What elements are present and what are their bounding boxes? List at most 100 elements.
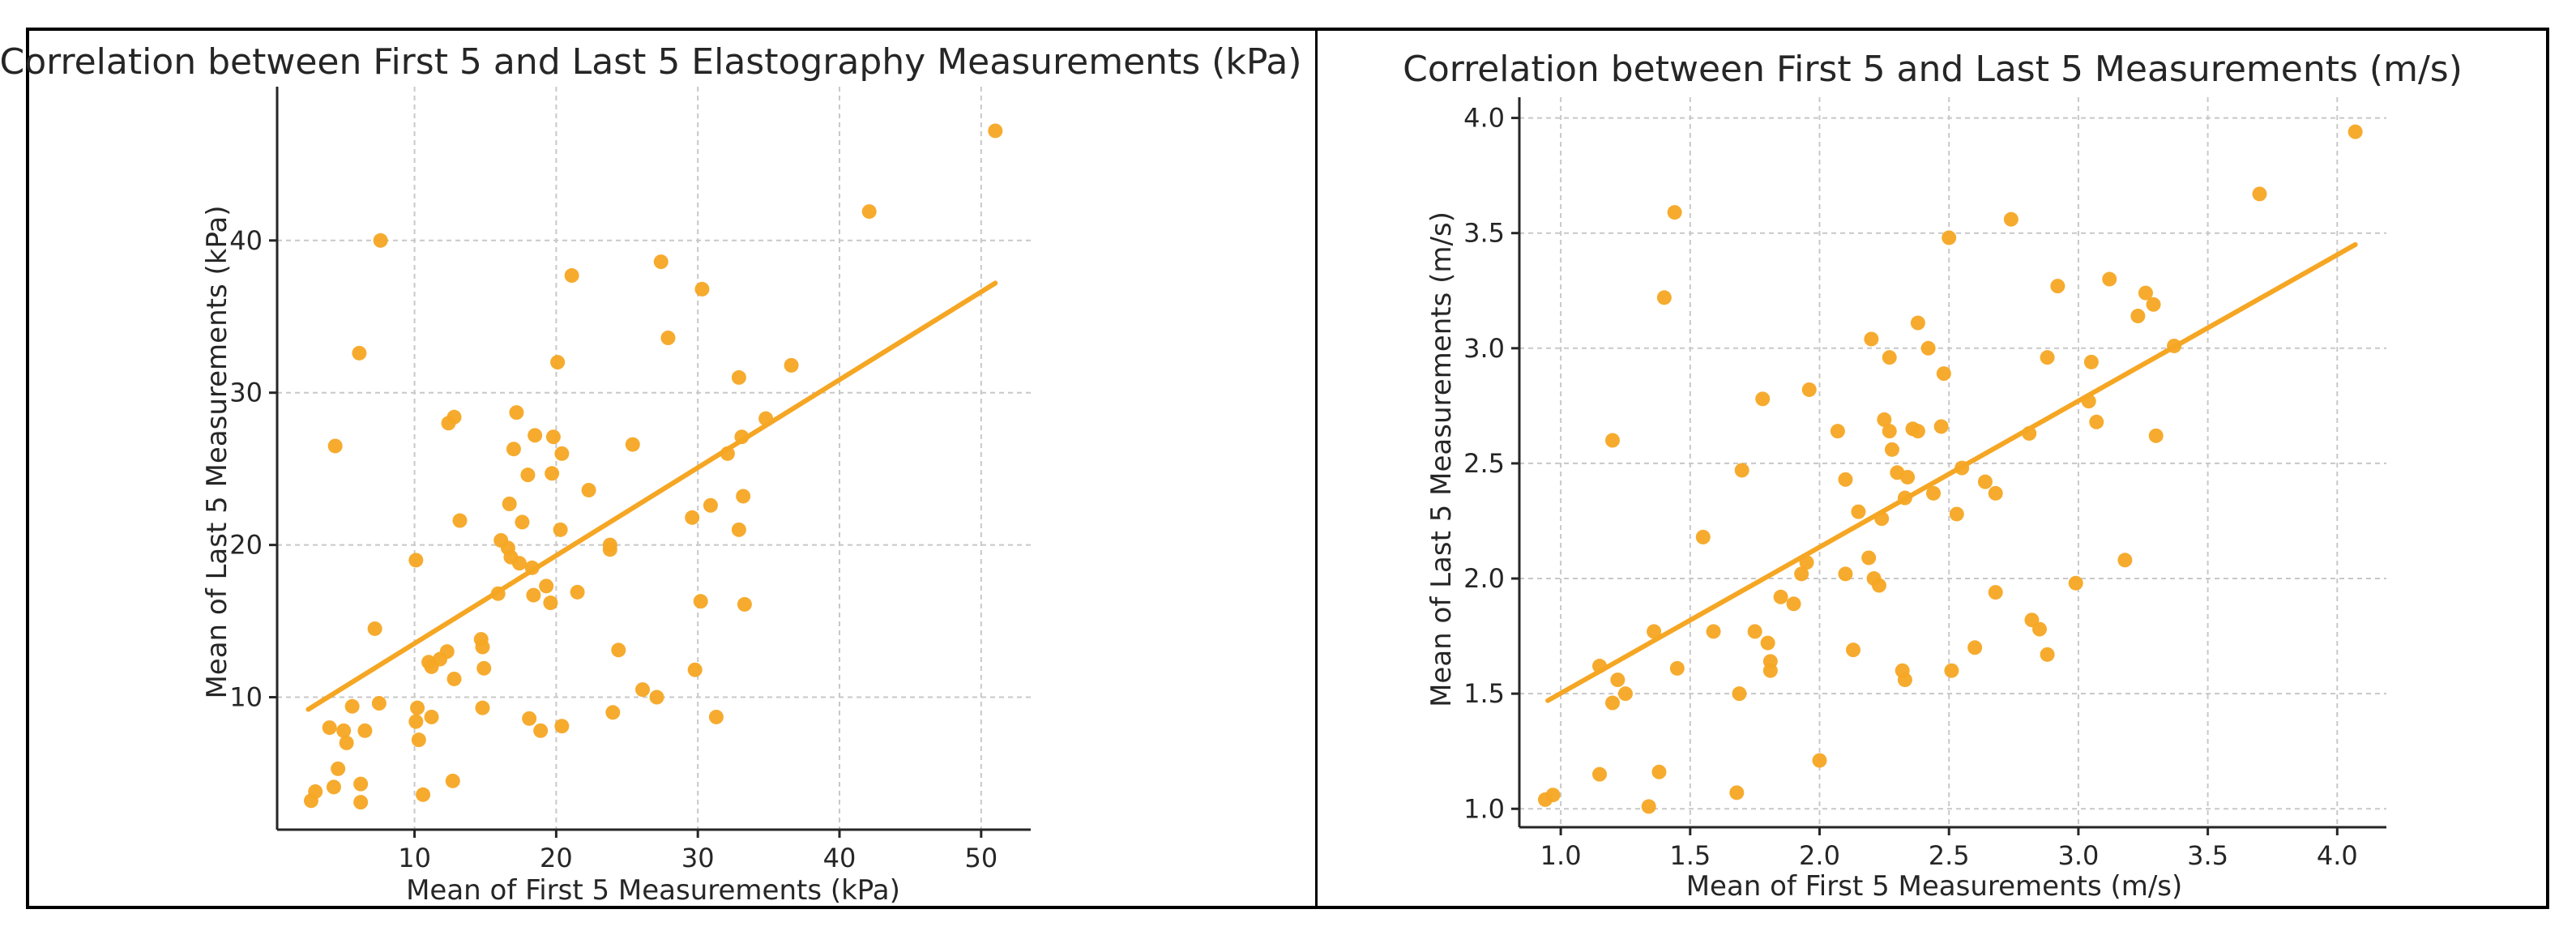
chart-left-point-79 (731, 522, 746, 537)
chart-right-point-24 (1773, 589, 1788, 604)
chart-left-axes (276, 87, 1031, 831)
chart-right-x-tick-label-4: 3.0 (2057, 840, 2099, 871)
chart-right-point-19 (1747, 624, 1762, 639)
chart-right-point-13 (1669, 660, 1685, 676)
chart-right-point-9 (1647, 624, 1662, 639)
chart-left-grid (277, 87, 1031, 830)
chart-right-point-35 (1861, 550, 1877, 566)
chart-right-y-tick-label-6: 4.0 (1463, 103, 1505, 134)
chart-left-point-83 (784, 357, 799, 373)
chart-left-point-10 (353, 795, 369, 810)
chart-left-point-20 (416, 787, 431, 802)
chart-left-x-tick-label-1: 20 (540, 843, 573, 873)
chart-right-point-50 (1910, 315, 1925, 331)
chart-left-point-68 (653, 254, 669, 270)
chart-right-y-label: Mean of Last 5 Measurements (m/s) (1425, 211, 1458, 707)
chart-right-point-51 (1910, 424, 1925, 439)
chart-left-point-58 (564, 268, 579, 284)
chart-right-axes (1518, 97, 2386, 829)
chart-right-title: Correlation between First 5 and Last 5 M… (1403, 49, 2463, 90)
chart-left-point-44 (520, 467, 536, 483)
chart-left-x-tick-label-3: 40 (823, 843, 857, 873)
chart-left-point-38 (502, 496, 517, 511)
chart-left-point-72 (694, 281, 710, 297)
chart-left-point-14 (371, 696, 387, 711)
chart-left-point-66 (635, 682, 651, 698)
chart-left-point-25 (439, 644, 455, 660)
chart-right-point-36 (1864, 331, 1879, 347)
chart-right-point-61 (1977, 474, 1993, 489)
chart-right-point-16 (1729, 785, 1745, 800)
chart-left-point-77 (731, 369, 746, 385)
chart-left-point-50 (539, 578, 554, 594)
chart-right-point-31 (1838, 566, 1853, 582)
chart-right-point-46 (1897, 672, 1912, 688)
chart-left-point-3 (326, 779, 341, 795)
chart-left-point-34 (475, 700, 490, 715)
chart-left-point-40 (509, 405, 524, 421)
chart-left-point-75 (708, 709, 724, 724)
chart-right-point-12 (1667, 205, 1682, 220)
chart-left-point-69 (660, 331, 676, 346)
chart-right-point-1 (1545, 788, 1561, 803)
chart-right-trendline (1545, 241, 2358, 703)
chart-left-y-tick-label-2: 30 (229, 378, 263, 408)
chart-right-point-14 (1695, 529, 1711, 544)
chart-right-point-5 (1604, 433, 1620, 448)
chart-right-point-26 (1794, 566, 1809, 582)
chart-right-point-20 (1755, 391, 1771, 407)
chart-left-points (303, 123, 1003, 810)
chart-right-point-15 (1706, 624, 1721, 639)
figure-frame (26, 28, 2549, 909)
chart-left-y-tick-label-0: 10 (229, 682, 263, 713)
chart-right-point-4 (1604, 695, 1620, 711)
chart-right-point-18 (1734, 463, 1749, 478)
chart-left-point-1 (308, 784, 323, 800)
chart-right-point-30 (1830, 424, 1845, 439)
chart-left-point-84 (861, 204, 877, 220)
chart-left-point-85 (988, 123, 1003, 139)
chart-left-trendline (305, 280, 998, 712)
chart-right-point-11 (1656, 290, 1672, 305)
chart-left-point-64 (611, 642, 626, 658)
chart-right-point-57 (1944, 663, 1959, 678)
chart-right-point-76 (2117, 553, 2133, 568)
chart-left-point-17 (408, 714, 424, 729)
chart-left-point-54 (550, 355, 566, 370)
chart-right-point-43 (1884, 442, 1899, 457)
chart-left-title: Correlation between First 5 and Last 5 E… (0, 41, 1302, 83)
chart-right-y-tick-label-3: 2.5 (1463, 448, 1505, 479)
chart-left-point-30 (452, 513, 468, 528)
chart-left-point-27 (445, 773, 460, 788)
chart-left-point-6 (339, 735, 354, 750)
chart-left-x-tick-label-2: 30 (681, 843, 715, 873)
chart-left-point-5 (336, 723, 352, 738)
chart-left-point-63 (605, 705, 621, 720)
chart-left-point-8 (344, 698, 360, 714)
chart-right-y-tick-label-2: 2.0 (1463, 563, 1505, 594)
chart-right-point-64 (2003, 211, 2019, 227)
chart-left-point-11 (357, 723, 373, 738)
chart-right-x-tick-label-2: 2.0 (1799, 840, 1840, 871)
chart-right-point-6 (1610, 672, 1625, 688)
chart-right-point-82 (2252, 186, 2267, 202)
chart-left-x-tick-label-0: 10 (398, 843, 431, 873)
chart-right-point-33 (1846, 642, 1861, 658)
chart-right-point-75 (2102, 271, 2117, 287)
chart-right-point-10 (1651, 764, 1667, 779)
chart-right: Correlation between First 5 and Last 5 M… (1403, 49, 2463, 903)
chart-right-point-54 (1933, 419, 1949, 434)
chart-right-point-69 (2040, 647, 2055, 662)
chart-right-point-40 (1877, 412, 1892, 427)
chart-left-point-19 (411, 732, 426, 748)
chart-left-y-label: Mean of Last 5 Measurements (kPa) (201, 205, 233, 698)
chart-left-point-56 (554, 719, 570, 734)
chart-right-point-70 (2050, 279, 2065, 294)
chart-right-point-17 (1732, 686, 1747, 702)
chart-right-point-77 (2130, 309, 2146, 324)
chart-left-point-59 (570, 584, 585, 600)
chart-right-point-58 (1949, 506, 1964, 522)
chart-left-point-73 (693, 594, 708, 609)
chart-right-point-68 (2040, 350, 2055, 365)
